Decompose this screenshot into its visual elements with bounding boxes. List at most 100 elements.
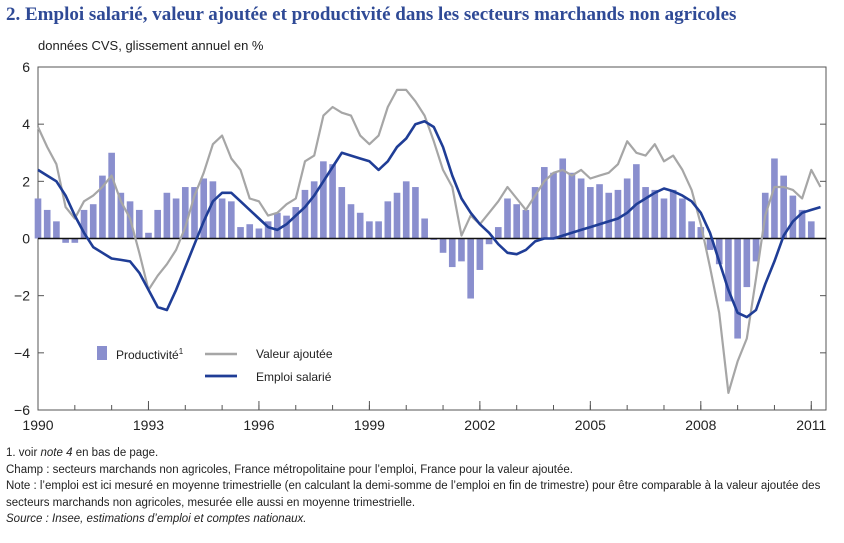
bar [504,198,511,239]
bar [264,221,272,239]
bar [80,209,88,239]
footnote-1: 1. voir note 4 en bas de page. [6,445,836,462]
y-tick-label: 0 [22,231,30,247]
bar [734,238,741,339]
y-tick-label: −6 [14,402,30,418]
bar [550,172,557,239]
bar [669,189,677,239]
y-tick-label: −2 [14,288,30,304]
bar [34,198,42,239]
x-tick-label: 2011 [796,417,826,433]
bar [577,178,585,239]
legend-label-productivite: Productivité1 [116,347,184,362]
bar [246,224,254,239]
chart-title: 2. Emploi salarié, valeur ajoutée et pro… [6,4,737,25]
bar [614,189,622,239]
bar [513,204,521,239]
bar [338,187,346,239]
bar [356,212,364,239]
bar [467,238,474,299]
bar [154,209,161,239]
bar [89,204,97,239]
bar [71,238,79,243]
bar [725,238,732,302]
x-tick-label: 1996 [243,417,274,433]
bar [485,238,493,245]
bar [135,209,143,239]
bar [366,221,373,239]
bar [697,227,705,239]
bar [660,198,668,239]
footnote-1-suffix: en bas de page. [72,447,159,459]
y-tick-label: 6 [22,59,30,75]
bar [798,209,806,239]
bar [237,227,244,239]
bar [752,238,760,262]
legend: Productivité1 Valeur ajoutée Emploi salari… [97,346,333,384]
bar [706,238,714,250]
bar [310,181,318,239]
legend-label-emploi: Emploi salarié [256,370,332,384]
y-tick-label: 2 [22,173,30,189]
legend-swatch-productivite [97,346,107,360]
bar [99,175,106,239]
bar [421,218,428,239]
bar [476,238,484,270]
chart-subtitle: données CVS, glissement annuel en % [38,38,264,53]
bar [108,152,115,239]
bar [633,164,640,239]
bar [283,215,290,239]
bar [412,187,419,239]
legend-label-valeur-ajoutee: Valeur ajoutée [256,347,333,361]
bar [522,209,530,239]
x-tick-label: 1990 [22,417,53,433]
productivite-bars [34,152,815,339]
bar [402,181,410,239]
bar [218,198,226,239]
bar [181,187,189,239]
y-tick-label: −4 [14,345,30,361]
bar [458,238,465,262]
bar [200,178,208,239]
bar [531,187,539,239]
footnote-1-prefix: 1. voir [6,447,41,459]
bar [688,221,695,239]
x-tick-label: 1993 [133,417,164,433]
bar [228,201,235,239]
bar [494,227,502,239]
bar [596,184,603,239]
legend-superscript: 1 [179,347,184,356]
bar [743,238,751,288]
x-tick-label: 2005 [575,417,606,433]
bar [172,198,180,239]
bar [679,198,686,239]
x-tick-label: 2008 [685,417,716,433]
emploi-salarie-line [37,120,821,319]
bar [587,187,594,239]
bar [439,238,447,253]
bar [255,228,263,239]
bar [771,158,778,239]
bar [375,221,382,239]
bar [274,212,281,239]
bar [605,192,613,239]
bar [540,167,548,239]
bar [145,232,152,239]
bar [780,175,787,239]
bar [163,192,171,239]
valeur-ajoutee-line [37,88,822,394]
bar [715,238,723,265]
method-note: Note : l’emploi est ici mesuré en moyenn… [6,480,821,509]
bar [393,192,401,239]
bar [559,158,567,239]
bar [623,178,631,239]
bar [347,204,355,239]
bar [384,201,392,239]
bar [62,238,69,243]
bar [53,221,60,239]
footnote-1-ref: note 4 [40,447,73,459]
bar [329,164,336,239]
bar [651,189,659,239]
bar [789,195,797,239]
